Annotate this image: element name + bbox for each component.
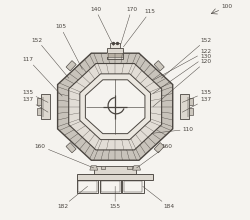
Text: 155: 155 bbox=[110, 186, 121, 209]
Polygon shape bbox=[66, 143, 76, 153]
Polygon shape bbox=[189, 98, 193, 105]
Text: 152: 152 bbox=[162, 38, 212, 78]
Bar bbox=[94, 166, 136, 174]
Text: 117: 117 bbox=[23, 57, 62, 96]
Text: 170: 170 bbox=[121, 7, 137, 45]
Bar bbox=[77, 174, 154, 180]
Polygon shape bbox=[90, 166, 98, 170]
Polygon shape bbox=[189, 108, 193, 115]
Polygon shape bbox=[37, 98, 41, 105]
Bar bbox=[100, 180, 121, 193]
Text: 140: 140 bbox=[90, 7, 114, 46]
Polygon shape bbox=[101, 166, 105, 169]
Polygon shape bbox=[37, 108, 41, 115]
Text: 137: 137 bbox=[182, 97, 212, 112]
Polygon shape bbox=[154, 61, 164, 71]
Text: 135: 135 bbox=[22, 90, 48, 102]
Bar bbox=[107, 53, 124, 57]
Polygon shape bbox=[69, 64, 162, 150]
Bar bbox=[124, 181, 142, 192]
Polygon shape bbox=[154, 143, 164, 153]
Bar bbox=[78, 181, 97, 192]
Bar bbox=[101, 181, 120, 192]
Polygon shape bbox=[66, 61, 76, 71]
Text: 100: 100 bbox=[222, 4, 233, 9]
Text: 182: 182 bbox=[57, 186, 88, 209]
Polygon shape bbox=[80, 74, 150, 140]
Polygon shape bbox=[127, 166, 132, 169]
Text: 137: 137 bbox=[22, 97, 48, 112]
Polygon shape bbox=[133, 166, 140, 170]
Text: 130: 130 bbox=[153, 54, 212, 94]
Polygon shape bbox=[86, 80, 145, 134]
Text: 115: 115 bbox=[124, 9, 156, 47]
Bar bbox=[122, 180, 144, 193]
Text: 135: 135 bbox=[182, 90, 212, 102]
Bar bbox=[41, 94, 50, 119]
Bar bbox=[180, 94, 189, 119]
Text: 110: 110 bbox=[151, 127, 194, 133]
Text: 160: 160 bbox=[35, 144, 94, 168]
Text: 122: 122 bbox=[153, 49, 212, 80]
Bar bbox=[107, 48, 124, 59]
Bar bbox=[110, 43, 120, 48]
Text: 152: 152 bbox=[32, 38, 69, 78]
Text: 160: 160 bbox=[136, 144, 172, 168]
Polygon shape bbox=[58, 53, 173, 160]
Text: 184: 184 bbox=[143, 186, 174, 209]
Text: 105: 105 bbox=[55, 24, 82, 69]
Text: 120: 120 bbox=[153, 59, 212, 107]
Bar bbox=[77, 180, 98, 193]
